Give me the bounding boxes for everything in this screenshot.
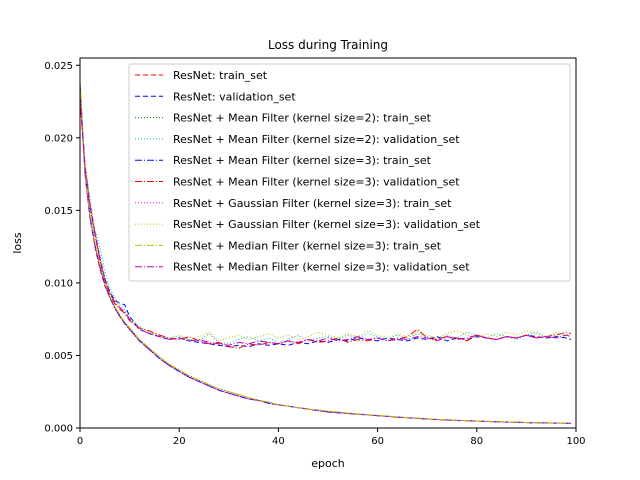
x-tick-label: 80	[470, 436, 483, 447]
series-line-8	[79, 94, 572, 342]
legend: ResNet: train_set ResNet: validation_set R…	[128, 63, 571, 282]
legend-label: ResNet + Mean Filter (kernel size=2): va…	[173, 133, 460, 146]
y-tick-label: 0.015	[44, 206, 73, 217]
legend-label: ResNet + Median Filter (kernel size=3): …	[173, 239, 442, 252]
x-tick-label: 20	[173, 436, 186, 447]
x-tick-label: 40	[272, 436, 285, 447]
legend-label: ResNet: validation_set	[173, 90, 296, 103]
legend-label: ResNet + Mean Filter (kernel size=3): tr…	[173, 154, 432, 167]
y-tick-label: 0.005	[44, 351, 73, 362]
legend-label: ResNet: train_set	[173, 69, 268, 82]
legend-label: ResNet + Gaussian Filter (kernel size=3)…	[173, 218, 481, 231]
legend-label: ResNet + Gaussian Filter (kernel size=3)…	[173, 197, 452, 210]
x-tick-label: 0	[77, 436, 83, 447]
x-axis: 0 20 40 60 80 100	[77, 428, 586, 447]
plot-frame	[79, 57, 577, 429]
x-tick-label: 60	[371, 436, 384, 447]
y-tick-label: 0.025	[44, 61, 73, 72]
y-tick-label: 0.000	[44, 424, 73, 435]
plot-lines	[79, 81, 572, 424]
x-axis-title: epoch	[311, 457, 345, 470]
series-line-5	[79, 85, 572, 424]
y-axis-title: loss	[11, 232, 24, 254]
series-line-9	[79, 81, 572, 424]
legend-label: ResNet + Mean Filter (kernel size=3): va…	[173, 176, 460, 189]
y-axis: 0.000 0.005 0.010 0.015 0.020 0.025	[44, 61, 80, 435]
series-line-10	[79, 95, 572, 346]
chart-title: Loss during Training	[268, 38, 388, 52]
x-tick-label: 100	[566, 436, 585, 447]
y-tick-label: 0.020	[44, 133, 73, 144]
y-tick-label: 0.010	[44, 278, 73, 289]
legend-box	[128, 63, 571, 282]
legend-label: ResNet + Mean Filter (kernel size=2): tr…	[173, 112, 432, 125]
legend-label: ResNet + Median Filter (kernel size=3): …	[173, 261, 470, 274]
